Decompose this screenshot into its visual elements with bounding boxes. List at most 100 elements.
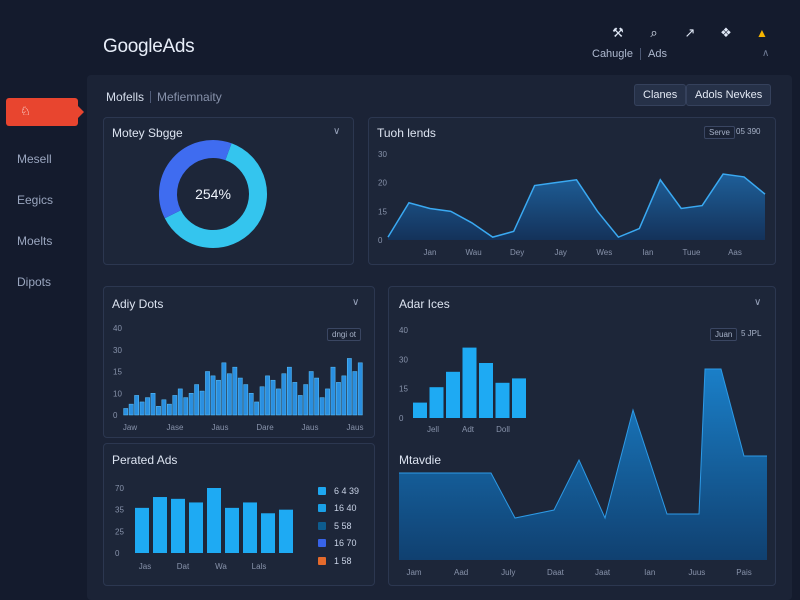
divider (639, 48, 641, 60)
bar (243, 502, 257, 553)
x-tick-label: Juus (688, 568, 705, 577)
bar (243, 384, 249, 416)
filter-tag[interactable]: Juan (710, 328, 738, 341)
filter-tag[interactable]: dngi ot (327, 328, 362, 341)
legend-item[interactable]: 6 4 39 (318, 482, 359, 500)
filter-tag[interactable]: Serve (704, 126, 735, 139)
bar (221, 362, 227, 416)
clanes-button[interactable]: Clanes (634, 84, 687, 106)
x-tick-label: Jaat (595, 568, 611, 577)
ads-flame-icon: ♘ (20, 104, 31, 118)
sidebar-item-active[interactable]: ♘ (6, 98, 84, 126)
legend-item[interactable]: 16 40 (318, 500, 359, 518)
card-title: Mtavdie (399, 453, 442, 467)
bar (281, 373, 287, 416)
chevron-down-icon[interactable]: ∨ (333, 126, 341, 137)
bar (297, 395, 303, 416)
chevron-down-icon[interactable]: ∨ (754, 297, 762, 308)
legend-swatch (318, 521, 326, 530)
monthly-area-chart: Jam Aad July Daat Jaat Ian Juus Pais (399, 368, 767, 577)
x-tick-label: Ian (642, 248, 653, 257)
bar (254, 401, 260, 416)
bar (314, 377, 320, 416)
bar (346, 358, 352, 416)
x-tick-label: Jaw (123, 423, 137, 432)
bar (512, 378, 526, 418)
bar (265, 375, 270, 416)
breadcrumb-secondary[interactable]: Mefiemnaity (157, 90, 222, 104)
x-tick-label: Jase (167, 423, 184, 432)
y-tick-label: 30 (399, 355, 408, 364)
bar (352, 371, 358, 416)
header-icon-bar: ⚒ ⌕ ↗ ❖ ▲ (610, 25, 770, 41)
area-fill (388, 174, 765, 240)
legend-label: 16 40 (334, 503, 357, 514)
area-fill (399, 369, 767, 560)
y-tick-label: 20 (378, 179, 387, 188)
bar (177, 388, 183, 416)
bar (135, 507, 149, 553)
chevron-up-icon[interactable]: ∧ (762, 48, 770, 59)
bar (330, 366, 336, 416)
apps-icon[interactable]: ❖ (720, 25, 732, 40)
breadcrumb-primary[interactable]: Mofells (106, 90, 145, 104)
legend-item[interactable]: 1 58 (318, 552, 359, 570)
bar (128, 403, 134, 416)
y-tick-label: 40 (399, 326, 408, 335)
bar (319, 397, 325, 416)
y-tick-label: 35 (115, 506, 124, 515)
bar (172, 395, 178, 416)
y-tick-label: 15 (378, 207, 387, 216)
x-tick-label: Jaus (212, 423, 229, 432)
bar (286, 366, 292, 416)
sidebar-item-1[interactable]: Mesell (17, 152, 52, 166)
legend-swatch (318, 486, 326, 495)
sidebar-item-3[interactable]: Moelts (17, 234, 53, 248)
range-value: 05 390 (736, 127, 761, 136)
bar (226, 373, 232, 416)
bar (308, 371, 314, 416)
bar (189, 502, 203, 553)
header-link-ads[interactable]: Ads (647, 48, 667, 60)
bar (232, 366, 238, 416)
bar (216, 379, 221, 416)
legend-swatch (318, 539, 326, 548)
y-tick-label: 40 (113, 324, 122, 333)
top-header: GoogleAds ⚒ ⌕ ↗ ❖ ▲ Cahugle Ads ∧ (0, 0, 800, 72)
wrench-icon[interactable]: ⚒ (612, 25, 624, 40)
bar (188, 393, 194, 416)
x-tick-label: Jas (139, 562, 151, 571)
x-tick-label: Daat (547, 568, 565, 577)
search-icon[interactable]: ⌕ (650, 25, 658, 40)
card-title: Perated Ads (112, 453, 178, 467)
bar (225, 507, 239, 553)
x-tick-label: Aas (728, 248, 742, 257)
bar (279, 509, 293, 553)
adols-nevkes-button[interactable]: Adols Nevkes (686, 84, 772, 106)
perf-bar-chart: 70 35 25 0 Jas Dat Wa Lals (115, 484, 293, 571)
bar (276, 388, 281, 416)
sidebar-item-2[interactable]: Eegics (17, 193, 54, 207)
bar (341, 375, 347, 416)
bar (357, 362, 363, 416)
legend-item[interactable]: 16 70 (318, 535, 359, 553)
bar (429, 387, 444, 418)
bar (336, 382, 341, 416)
card-title: Motey Sbgge (112, 126, 183, 140)
chevron-down-icon[interactable]: ∨ (352, 297, 360, 308)
bar (259, 386, 265, 416)
legend-label: 5 58 (334, 520, 352, 531)
legend-item[interactable]: 5 58 (318, 517, 359, 535)
bar (199, 390, 205, 416)
bar (495, 382, 510, 418)
range-value: 5 JPL (741, 329, 762, 338)
link-icon[interactable]: ↗ (684, 25, 696, 40)
bar (413, 402, 427, 418)
sidebar-item-4[interactable]: Dipots (17, 275, 52, 289)
header-link-account[interactable]: Cahugle (592, 48, 633, 60)
google-ads-logo[interactable]: GoogleAds (103, 36, 195, 57)
bar (171, 498, 185, 553)
bar (161, 399, 167, 416)
bar (210, 375, 216, 416)
ads-logo-icon[interactable]: ▲ (756, 26, 768, 40)
